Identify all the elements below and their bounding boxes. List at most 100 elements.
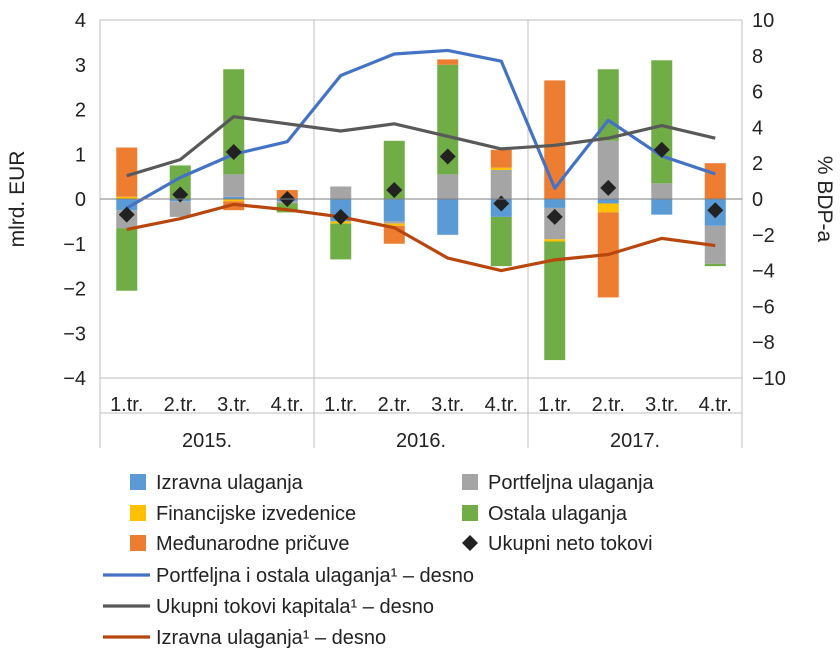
- y-tick-label: −2: [63, 279, 86, 301]
- legend-label: Ukupni neto tokovi: [488, 533, 653, 555]
- y2-tick-label: 6: [752, 82, 763, 104]
- net-flow-marker: [118, 206, 135, 223]
- line-series-2: [126, 202, 716, 273]
- lines-layer: [125, 48, 716, 273]
- y2-tick-label: −10: [752, 368, 786, 390]
- legend-swatch: [130, 474, 146, 490]
- y2-tick-label: −8: [752, 332, 775, 354]
- net-flow-marker: [332, 208, 349, 225]
- y-tick-label: 0: [75, 189, 86, 211]
- bar-segment: [597, 140, 619, 199]
- year-label: 2015.: [182, 430, 232, 452]
- bar-segment: [704, 163, 726, 199]
- markers-layer: [118, 141, 724, 225]
- bar-segment: [116, 199, 138, 211]
- bar-segment: [437, 174, 459, 199]
- bar-segment: [490, 167, 512, 170]
- net-flow-marker: [386, 182, 403, 199]
- x-tick-label: 3.tr.: [431, 394, 464, 416]
- bar-segment: [490, 169, 512, 199]
- x-tick-label: 3.tr.: [217, 394, 250, 416]
- legend-label: Ostala ulaganja: [488, 503, 628, 525]
- year-label: 2017.: [610, 430, 660, 452]
- bar-segment: [437, 59, 459, 65]
- bar-segment: [116, 228, 138, 291]
- line-series-0: [125, 48, 716, 210]
- y-tick-label: 1: [75, 144, 86, 166]
- bar-segment: [437, 64, 459, 175]
- legend-line-label: Izravna ulaganja¹ – desno: [156, 627, 386, 649]
- legend-label: Međunarodne pričuve: [156, 533, 349, 555]
- net-flow-marker: [546, 208, 563, 225]
- y2-tick-label: 4: [752, 117, 763, 139]
- year-label: 2016.: [396, 430, 446, 452]
- y2-tick-label: 10: [752, 10, 774, 32]
- legend-diamond-icon: [462, 535, 478, 551]
- bar-segment: [383, 199, 405, 222]
- x-tick-label: 2.tr.: [164, 394, 197, 416]
- y-tick-label: 3: [75, 55, 86, 77]
- bar-segment: [116, 147, 138, 197]
- bar-segment: [116, 196, 138, 199]
- bar-segment: [651, 199, 673, 215]
- legend-line-label: Ukupni tokovi kapitala¹ – desno: [156, 596, 434, 618]
- bar-segment: [223, 196, 245, 199]
- y2-tick-label: 0: [752, 189, 763, 211]
- x-tick-label: 3.tr.: [645, 394, 678, 416]
- bar-segment: [383, 221, 405, 224]
- y2-tick-label: 8: [752, 46, 763, 68]
- bar-segment: [597, 203, 619, 213]
- bar-segment: [544, 241, 566, 361]
- y-tick-label: 4: [75, 10, 86, 32]
- net-flow-marker: [707, 202, 724, 219]
- bar-segment: [330, 223, 352, 260]
- net-flow-marker: [439, 148, 456, 165]
- x-tick-label: 4.tr.: [699, 394, 732, 416]
- bar-segment: [330, 186, 352, 199]
- x-tick-label: 1.tr.: [324, 394, 357, 416]
- bar-segment: [651, 183, 673, 199]
- x-tick-label: 2.tr.: [378, 394, 411, 416]
- y-tick-label: −1: [63, 234, 86, 256]
- bar-segment: [544, 80, 566, 199]
- bar-segment: [490, 149, 512, 168]
- line-series-1: [126, 115, 716, 178]
- bar-segment: [169, 201, 191, 217]
- y2-tick-label: 2: [752, 153, 763, 175]
- x-tick-label: 2.tr.: [592, 394, 625, 416]
- legend-label: Izravna ulaganja: [156, 472, 304, 494]
- bar-segment: [223, 174, 245, 197]
- bar-segment: [223, 199, 245, 202]
- bar-segment: [544, 239, 566, 242]
- y2-tick-label: −6: [752, 296, 775, 318]
- legend-swatch: [130, 505, 146, 521]
- y-tick-label: 2: [75, 100, 86, 122]
- bar-segment: [651, 60, 673, 184]
- legend-layer: Izravna ulaganja Portfeljna ulaganja Finan…: [103, 472, 655, 649]
- legend-swatch: [462, 505, 478, 521]
- x-tick-label: 4.tr.: [485, 394, 518, 416]
- bar-segment: [276, 203, 298, 213]
- y-tick-label: −4: [63, 368, 86, 390]
- y2-axis-title: % BDP-a: [813, 156, 836, 243]
- legend-swatch: [130, 535, 146, 551]
- bar-segment: [383, 140, 405, 199]
- net-flow-marker: [653, 141, 670, 158]
- x-tick-label: 1.tr.: [110, 394, 143, 416]
- y-tick-label: −3: [63, 323, 86, 345]
- bar-segment: [383, 223, 405, 226]
- grid-layer: [99, 19, 743, 448]
- net-flow-marker: [225, 144, 242, 161]
- bar-segment: [704, 263, 726, 267]
- y2-tick-label: −4: [752, 261, 775, 283]
- legend-label: Financijske izvedenice: [156, 503, 356, 525]
- bar-segment: [597, 199, 619, 204]
- bar-segment: [544, 199, 566, 208]
- x-tick-label: 4.tr.: [271, 394, 304, 416]
- y-axis-title: mlrd. EUR: [6, 151, 29, 248]
- y2-tick-label: −2: [752, 225, 775, 247]
- bar-segment: [437, 199, 459, 235]
- legend-label: Portfeljna ulaganja: [488, 472, 655, 494]
